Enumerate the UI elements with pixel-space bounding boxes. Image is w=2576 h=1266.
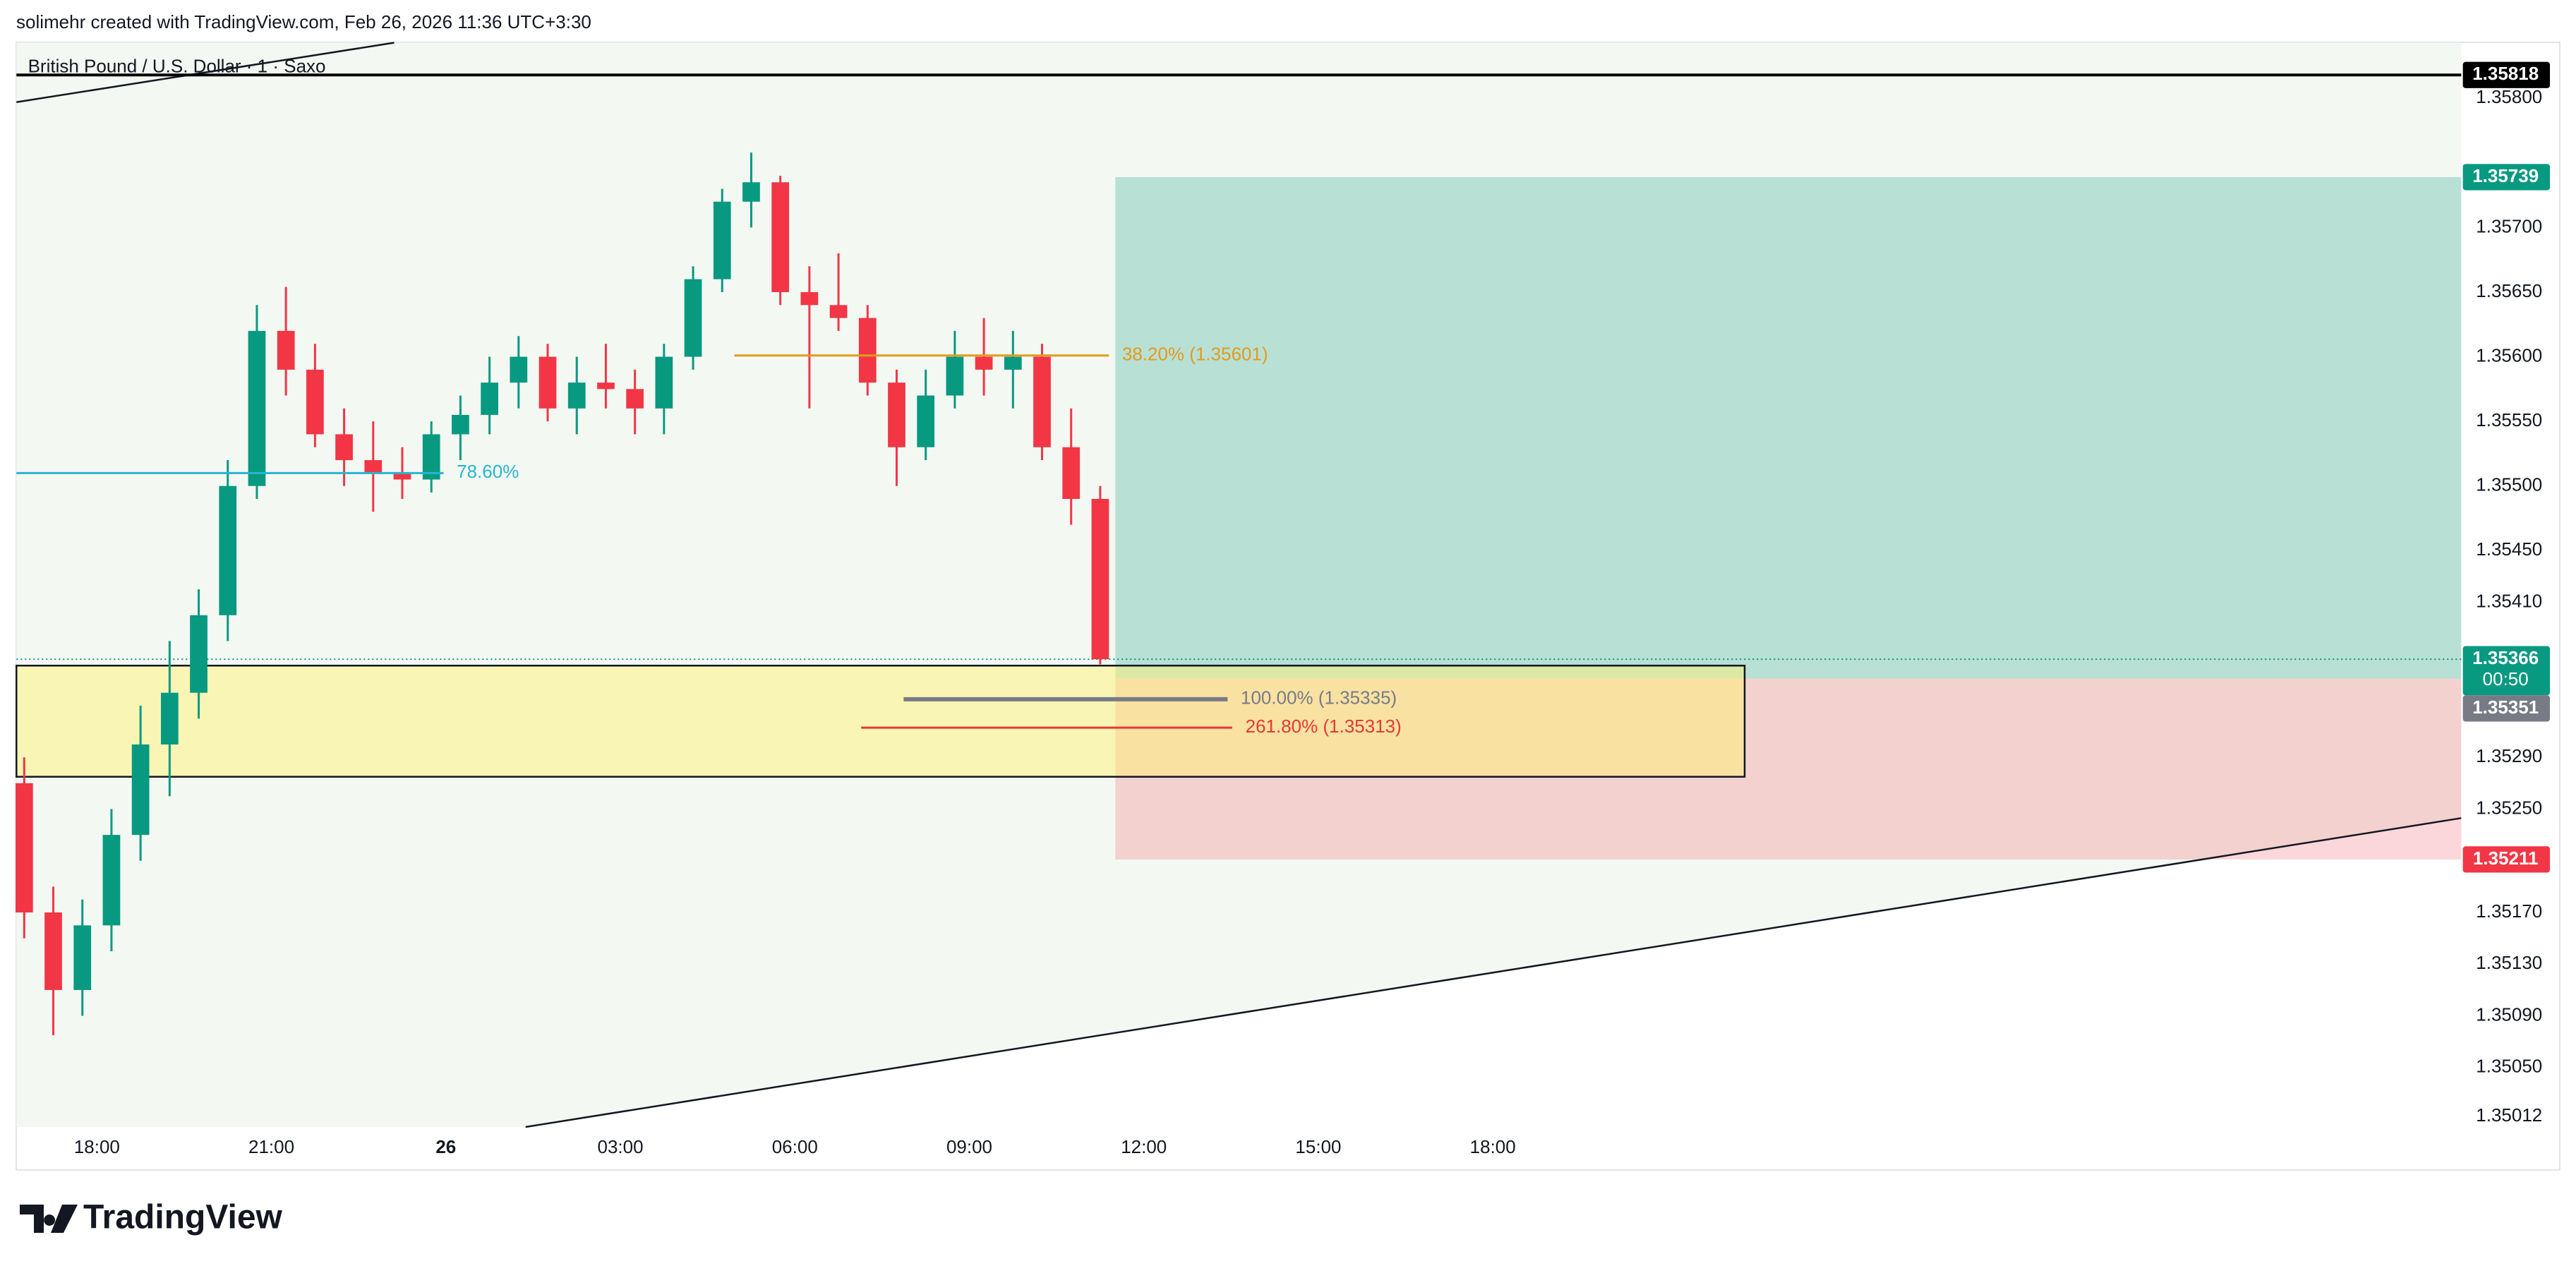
candle-body — [538, 356, 557, 409]
candle-body — [684, 279, 702, 357]
candle-body — [713, 201, 731, 279]
fib-label: 78.60% — [457, 461, 519, 482]
price-label: 1.35739 — [2472, 165, 2539, 186]
fib-label: 261.80% (1.35313) — [1246, 716, 1402, 737]
candle-body — [102, 835, 121, 926]
fib-label: 100.00% (1.35335) — [1241, 687, 1397, 709]
candle-body — [917, 395, 935, 447]
y-tick-label: 1.35170 — [2476, 900, 2542, 922]
candle-body — [975, 356, 993, 370]
x-tick-label: 26 — [435, 1136, 456, 1157]
candle-body — [742, 182, 760, 202]
price-label-box — [2462, 846, 2551, 873]
price-label-box — [2462, 164, 2551, 191]
y-tick-label: 1.35500 — [2476, 474, 2542, 495]
candle-body — [481, 382, 498, 415]
candle-body — [567, 382, 586, 409]
candle-body — [858, 318, 877, 383]
trendline — [525, 817, 2462, 1128]
y-tick-label: 1.35600 — [2476, 344, 2542, 366]
candle-body — [335, 434, 353, 461]
watermark: solimehr created with TradingView.com, F… — [16, 11, 591, 32]
candle-body — [452, 414, 469, 435]
candle-body — [771, 182, 790, 292]
price-label-box — [2462, 646, 2551, 696]
candle-body — [597, 382, 615, 390]
x-tick-label: 18:00 — [74, 1136, 120, 1157]
y-tick-label: 1.35090 — [2476, 1003, 2542, 1025]
price-label: 1.35818 — [2472, 63, 2539, 84]
countdown: 00:50 — [2483, 668, 2529, 689]
logo-text: TradingView — [83, 1199, 283, 1236]
price-label-box — [2462, 61, 2551, 88]
candle-body — [73, 925, 92, 990]
candle-body — [626, 389, 644, 409]
y-tick-label: 1.35410 — [2476, 590, 2542, 611]
candle-body — [800, 291, 819, 306]
logo: TradingView — [20, 1199, 283, 1236]
x-tick-label: 21:00 — [248, 1136, 294, 1157]
x-tick-label: 18:00 — [1470, 1136, 1516, 1157]
supply-zone — [16, 664, 1746, 778]
candle-body — [219, 486, 237, 615]
y-tick-label: 1.35450 — [2476, 538, 2542, 560]
y-tick-label: 1.35650 — [2476, 280, 2542, 301]
candle-body — [946, 356, 964, 396]
y-tick-label: 1.35250 — [2476, 797, 2542, 818]
y-tick-label: 1.35800 — [2476, 86, 2542, 107]
candle-body — [190, 615, 207, 693]
y-tick-label: 1.35050 — [2476, 1056, 2542, 1077]
price-label: 1.35211 — [2473, 848, 2539, 869]
x-tick-label: 12:00 — [1121, 1136, 1167, 1157]
x-tick-label: 03:00 — [597, 1136, 643, 1157]
trendline — [16, 42, 395, 104]
x-tick-label: 09:00 — [946, 1136, 992, 1157]
price-label: 1.35366 — [2472, 647, 2539, 668]
candle-body — [160, 692, 179, 744]
x-tick-label: 15:00 — [1295, 1136, 1341, 1157]
candle-body — [393, 473, 411, 480]
y-tick-label: 1.35130 — [2476, 952, 2542, 973]
candle-body — [277, 330, 295, 370]
candle-body — [306, 369, 324, 435]
candle-body — [422, 434, 440, 480]
candle-body — [131, 744, 150, 836]
candle-body — [248, 330, 266, 486]
candle-body — [364, 460, 383, 474]
y-tick-label: 1.35550 — [2476, 409, 2542, 430]
symbol-label: British Pound / U.S. Dollar · 1 · Saxo — [28, 55, 326, 76]
y-tick-label: 1.35700 — [2476, 215, 2542, 236]
y-tick-label: 1.35012 — [2476, 1104, 2542, 1126]
candle-body — [15, 783, 33, 913]
target-zone — [1115, 176, 2462, 679]
candle-body — [1004, 356, 1022, 370]
price-label-box — [2462, 695, 2551, 722]
candle-body — [510, 356, 528, 383]
x-tick-label: 06:00 — [772, 1136, 818, 1157]
candle-body — [1062, 447, 1081, 499]
panel-border — [16, 42, 2560, 1171]
candle-body — [888, 382, 905, 447]
candle-body — [655, 356, 673, 409]
candle-body — [1033, 356, 1051, 447]
price-label: 1.35351 — [2472, 697, 2539, 718]
candle-body — [44, 912, 62, 990]
fib-label: 38.20% (1.35601) — [1122, 344, 1268, 365]
y-tick-label: 1.35290 — [2476, 745, 2542, 766]
channel-fill — [16, 42, 2462, 1128]
logo-icon — [20, 1205, 78, 1233]
candle-body — [1091, 498, 1109, 660]
candle-body — [829, 305, 848, 318]
